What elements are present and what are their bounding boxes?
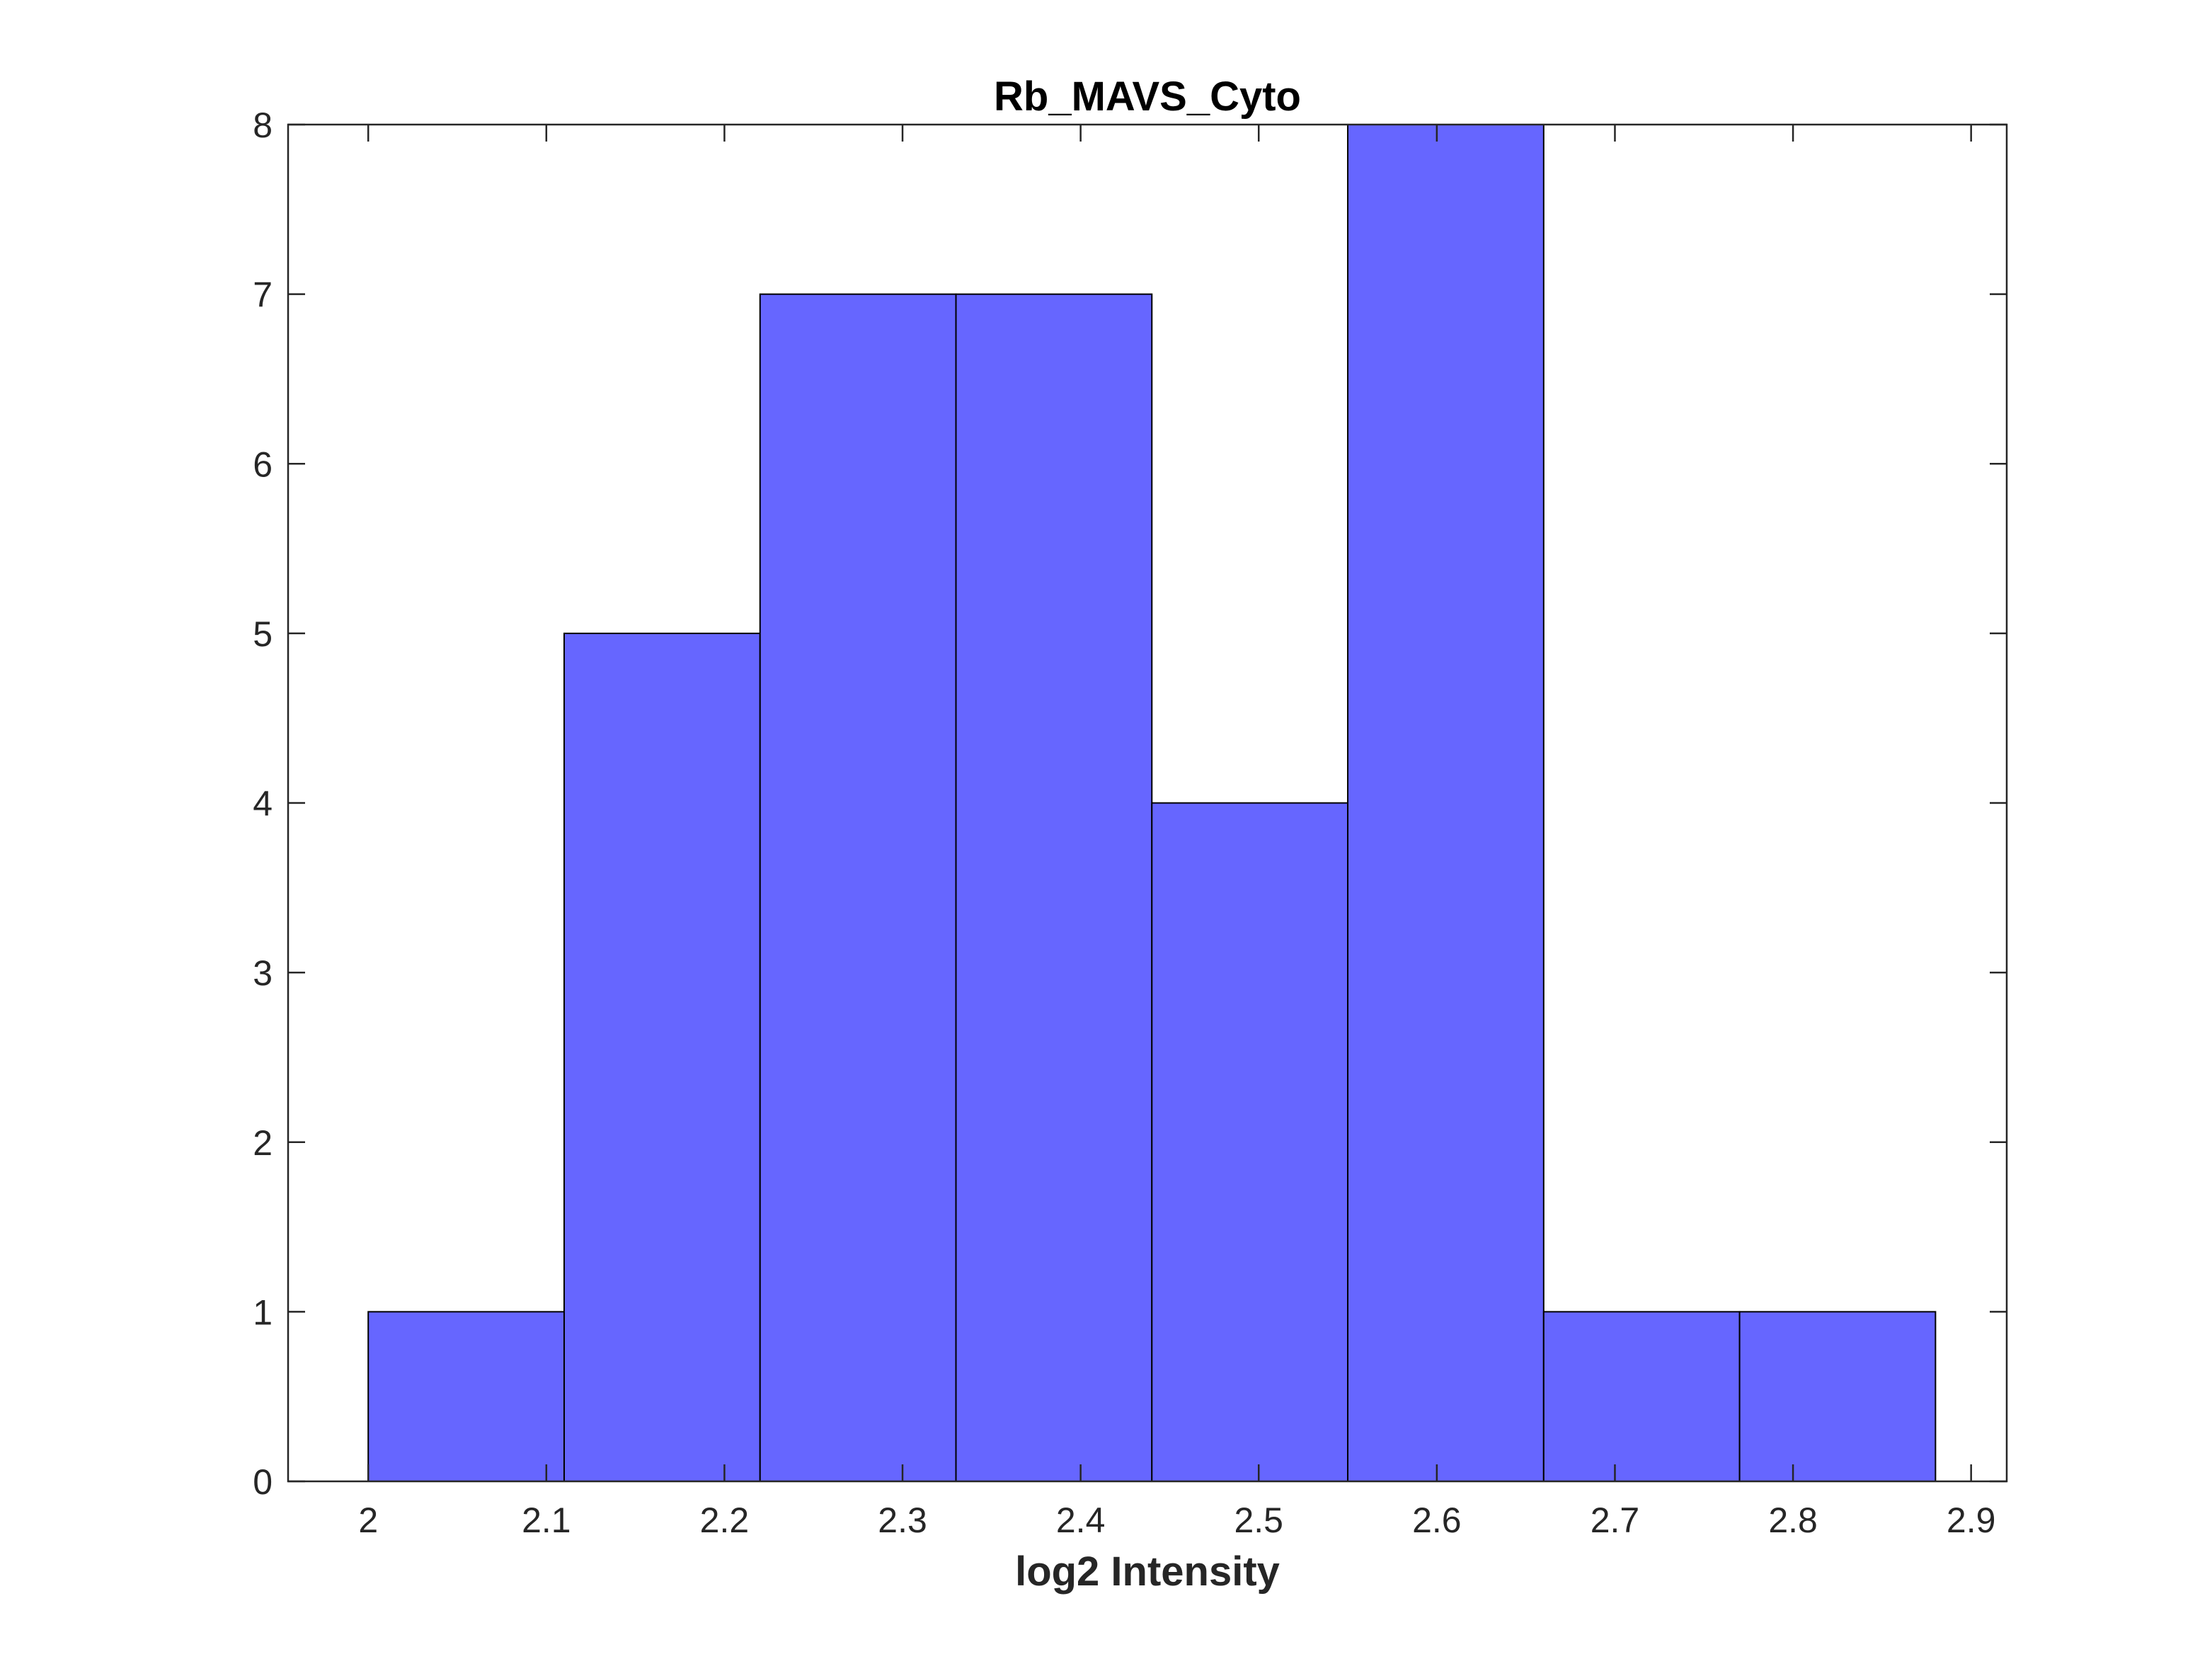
x-tick-label: 2.1 [522,1500,571,1540]
y-tick-label: 0 [253,1462,273,1502]
histogram-bar [1738,1311,1937,1482]
bars-group [367,124,1937,1482]
y-tick-label: 1 [253,1292,273,1332]
y-tick-label: 5 [253,614,273,654]
y-tick-label: 6 [253,444,273,484]
y-tick-label: 4 [253,784,273,824]
x-tick-label: 2.2 [700,1500,750,1540]
x-tick-labels: 2 2.1 2.2 2.3 2.4 2.5 2.6 2.7 2.8 2.9 [358,1500,1995,1540]
y-tick-label: 2 [253,1123,273,1163]
x-tick-label: 2.7 [1591,1500,1640,1540]
x-tick-label: 2.8 [1768,1500,1818,1540]
histogram-bar [1542,1311,1741,1482]
x-tick-label: 2 [358,1500,378,1540]
histogram-bar [1347,124,1545,1482]
x-tick-label: 2.6 [1412,1500,1462,1540]
chart-title: Rb_MAVS_Cyto [994,74,1301,120]
axes-box [287,123,2008,1483]
histogram-bar [955,293,1153,1482]
histogram-bar [563,632,761,1482]
histogram-bar [1151,802,1349,1482]
x-tick-label: 2.9 [1947,1500,1996,1540]
x-tick-label: 2.3 [878,1500,927,1540]
y-tick-label: 7 [253,275,273,315]
x-tick-label: 2.4 [1056,1500,1106,1540]
x-tick-label: 2.5 [1234,1500,1283,1540]
histogram-bar [759,293,957,1482]
y-tick-label: 3 [253,953,273,993]
y-tick-label: 8 [253,105,273,145]
histogram-bar [367,1311,565,1482]
x-axis-label: log2 Intensity [1015,1549,1280,1595]
y-tick-labels: 0 1 2 3 4 5 6 7 8 [253,105,273,1502]
